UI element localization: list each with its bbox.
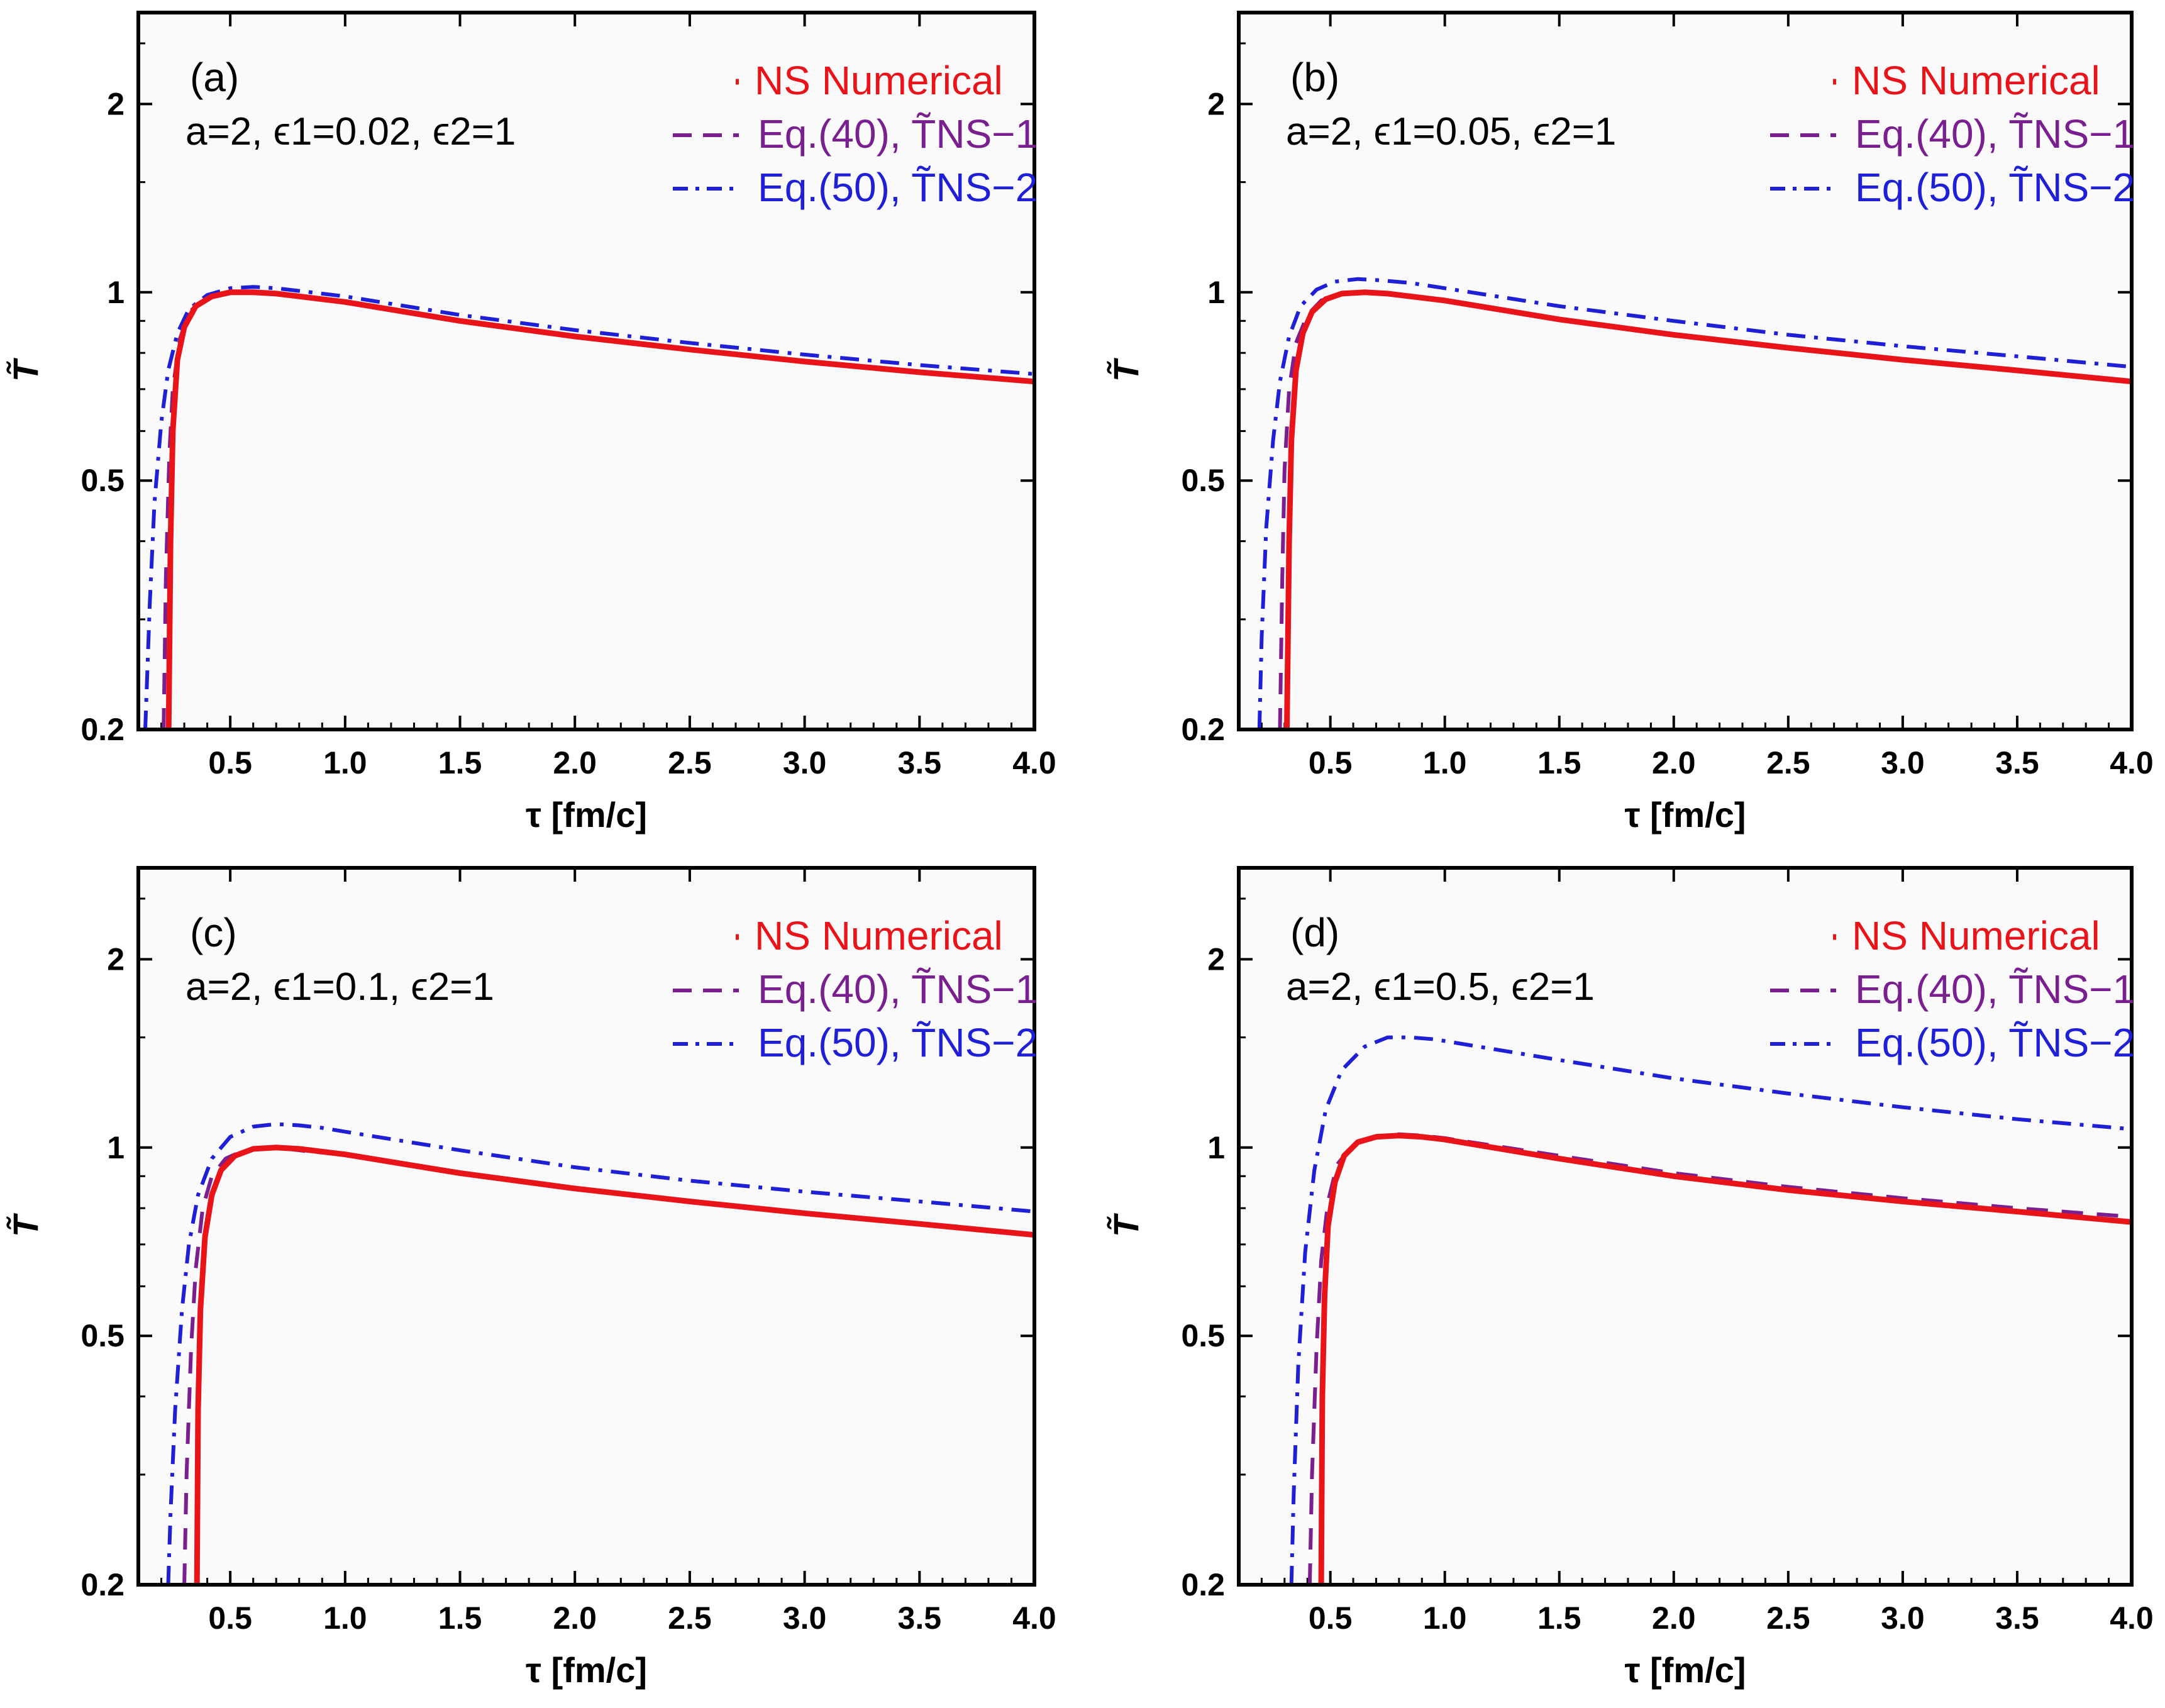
y-tick-label: 2 — [1207, 941, 1225, 977]
y-axis-title: T̃ — [6, 357, 45, 382]
legend-label: NS Numerical — [1852, 58, 2100, 103]
x-tick-label: 2.0 — [1652, 1600, 1696, 1636]
legend-label: Eq.(40), T̃NS−1 — [1855, 111, 2135, 157]
x-tick-label: 2.5 — [1766, 1600, 1810, 1636]
x-tick-label: 0.5 — [1309, 1600, 1353, 1636]
y-tick-label: 0.2 — [1181, 712, 1225, 747]
y-tick-label: 0.2 — [80, 712, 125, 747]
x-tick-label: 3.0 — [1881, 1600, 1925, 1636]
legend-label: NS Numerical — [755, 58, 1003, 103]
y-axis-title: T̃ — [1106, 1212, 1146, 1237]
x-tick-label: 3.5 — [1995, 1600, 2039, 1636]
chart-panel: 0.5 1.0 1.5 2.0 2.5 3.0 3.5 4.0 0.2 0.5 1 2 τ [fm/c]… — [1106, 11, 2154, 835]
x-tick-label: 4.0 — [1012, 1600, 1056, 1636]
x-tick-label: 1.0 — [1423, 745, 1467, 780]
chart-panel: 0.5 1.0 1.5 2.0 2.5 3.0 3.5 4.0 0.2 0.5 1 2 τ [fm/c]… — [6, 866, 1056, 1690]
x-axis-title: τ [fm/c] — [526, 1650, 647, 1690]
x-tick-label: 3.5 — [898, 745, 942, 780]
x-tick-label: 1.0 — [323, 745, 367, 780]
x-tick-label: 4.0 — [1012, 745, 1056, 780]
legend-label: Eq.(50), T̃NS−2 — [758, 165, 1038, 210]
y-axis-title: T̃ — [1106, 357, 1146, 382]
y-tick-label: 2 — [107, 86, 125, 121]
x-tick-label: 2.5 — [668, 1600, 712, 1636]
x-tick-label: 3.0 — [783, 745, 827, 780]
x-tick-label: 2.5 — [668, 745, 712, 780]
x-tick-label: 1.5 — [438, 745, 482, 780]
series-line-solid — [194, 1145, 1033, 1583]
legend-label: Eq.(50), T̃NS−2 — [1855, 165, 2135, 210]
x-tick-label: 1.5 — [1537, 1600, 1581, 1636]
y-tick-label: 0.2 — [80, 1567, 125, 1602]
legend-label: Eq.(50), T̃NS−2 — [758, 1020, 1038, 1065]
parameter-text: a=2, ϵ1=0.02, ϵ2=1 — [185, 110, 516, 153]
x-tick-label: 3.5 — [898, 1600, 942, 1636]
legend-label: Eq.(50), T̃NS−2 — [1855, 1020, 2135, 1065]
y-tick-label: 0.2 — [1181, 1567, 1225, 1602]
y-tick-label: 0.5 — [1181, 463, 1225, 498]
parameter-text: a=2, ϵ1=0.05, ϵ2=1 — [1286, 110, 1616, 153]
panel-label: (d) — [1290, 910, 1339, 955]
x-tick-label: 1.0 — [1423, 1600, 1467, 1636]
chart-panel: 0.5 1.0 1.5 2.0 2.5 3.0 3.5 4.0 0.2 0.5 1 2 τ [fm/c]… — [6, 11, 1056, 835]
legend-label: Eq.(40), T̃NS−1 — [1855, 967, 2135, 1012]
y-tick-label: 2 — [1207, 86, 1225, 121]
series-line-dashdot — [143, 285, 1033, 728]
x-tick-label: 3.0 — [1881, 745, 1925, 780]
x-tick-label: 1.5 — [1537, 745, 1581, 780]
legend-label: Eq.(40), T̃NS−1 — [758, 111, 1038, 157]
x-tick-label: 2.0 — [553, 1600, 597, 1636]
panel-label: (a) — [190, 55, 239, 100]
x-tick-label: 2.5 — [1766, 745, 1810, 780]
x-tick-label: 1.0 — [323, 1600, 367, 1636]
x-tick-label: 4.0 — [2110, 745, 2154, 780]
y-tick-label: 0.5 — [1181, 1318, 1225, 1353]
legend-label: NS Numerical — [1852, 913, 2100, 958]
legend-label: Eq.(40), T̃NS−1 — [758, 967, 1038, 1012]
parameter-text: a=2, ϵ1=0.5, ϵ2=1 — [1286, 965, 1595, 1009]
legend-label: NS Numerical — [755, 913, 1003, 958]
series-line-dashdot — [1257, 277, 2130, 728]
x-axis-title: τ [fm/c] — [1625, 1650, 1746, 1690]
y-tick-label: 1 — [1207, 1130, 1225, 1165]
x-tick-label: 0.5 — [1309, 745, 1353, 780]
plot-area — [1237, 11, 2134, 731]
x-tick-label: 0.5 — [208, 745, 252, 780]
y-tick-label: 0.5 — [80, 463, 125, 498]
series-line-solid — [1284, 289, 2130, 728]
x-tick-label: 3.5 — [1995, 745, 2039, 780]
series-line-solid — [1318, 1133, 2130, 1583]
x-tick-label: 2.0 — [1652, 745, 1696, 780]
y-tick-label: 1 — [107, 275, 125, 310]
plot-area — [1237, 866, 2134, 1587]
y-tick-label: 1 — [107, 1130, 125, 1165]
x-axis-title: τ [fm/c] — [526, 795, 647, 835]
chart-panel: 0.5 1.0 1.5 2.0 2.5 3.0 3.5 4.0 0.2 0.5 1 2 τ [fm/c]… — [1106, 866, 2154, 1690]
x-tick-label: 3.0 — [783, 1600, 827, 1636]
y-tick-label: 2 — [107, 941, 125, 977]
y-axis-title: T̃ — [6, 1212, 45, 1237]
plot-area — [136, 866, 1036, 1587]
y-tick-label: 0.5 — [80, 1318, 125, 1353]
y-tick-label: 1 — [1207, 275, 1225, 310]
x-tick-label: 1.5 — [438, 1600, 482, 1636]
x-axis-title: τ [fm/c] — [1625, 795, 1746, 835]
x-tick-label: 4.0 — [2110, 1600, 2154, 1636]
series-line-solid — [165, 289, 1033, 728]
parameter-text: a=2, ϵ1=0.1, ϵ2=1 — [185, 965, 494, 1009]
x-tick-label: 2.0 — [553, 745, 597, 780]
panel-label: (c) — [190, 910, 237, 955]
x-tick-label: 0.5 — [208, 1600, 252, 1636]
panel-label: (b) — [1290, 55, 1339, 100]
